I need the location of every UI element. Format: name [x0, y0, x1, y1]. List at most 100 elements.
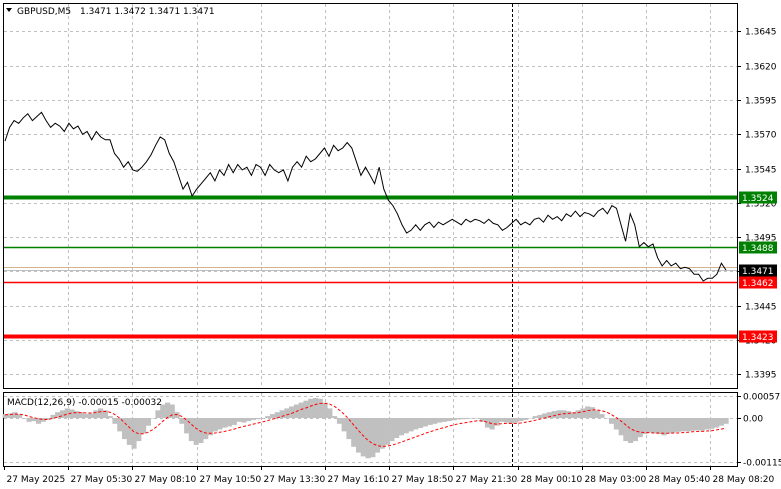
macd-bar — [7, 413, 13, 418]
macd-bar — [723, 418, 729, 424]
macd-bar — [642, 418, 648, 435]
time-tick-label: 27 May 08:10 — [135, 475, 197, 485]
macd-bar — [394, 418, 400, 438]
macd-bar — [107, 416, 113, 418]
macd-bar — [470, 418, 476, 419]
macd-bar — [260, 418, 266, 419]
macd-axis: 0.00057 0.00 -0.00115 — [737, 393, 781, 469]
macd-bar — [12, 412, 18, 418]
macd-bar — [69, 409, 75, 418]
macd-signal-line — [4, 402, 727, 447]
macd-bar — [690, 418, 696, 431]
level-price-label: 1.3423 — [742, 333, 774, 343]
macd-bar — [102, 410, 108, 418]
macd-bar — [685, 418, 691, 432]
macd-bar — [322, 402, 328, 418]
macd-bar — [117, 418, 123, 432]
macd-bar — [303, 400, 309, 418]
macd-bar — [217, 418, 223, 430]
macd-bar — [64, 408, 70, 418]
macd-bar — [709, 418, 715, 429]
macd-bar — [570, 412, 576, 418]
macd-bar — [508, 418, 514, 424]
macd-bar — [131, 418, 137, 449]
macd-bar — [585, 406, 591, 418]
macd-bar — [718, 418, 724, 426]
price-line — [4, 111, 727, 282]
symbol-label: GBPUSD,M5 — [17, 7, 71, 17]
macd-bar — [714, 418, 720, 428]
macd-bar — [465, 418, 471, 419]
macd-bar — [527, 418, 533, 419]
level-price-label: 1.3524 — [742, 194, 774, 204]
macd-bar — [193, 418, 199, 445]
macd-bar — [422, 418, 428, 427]
macd-bar — [441, 418, 447, 422]
macd-bar — [155, 410, 161, 418]
macd-bar — [79, 412, 85, 418]
macd-bar — [389, 418, 395, 442]
time-tick-label: 27 May 05:30 — [71, 475, 133, 485]
macd-bar — [656, 418, 662, 435]
price-series — [4, 111, 727, 282]
macd-bar — [308, 398, 314, 418]
macd-bar — [671, 418, 677, 433]
macd-bar — [542, 413, 548, 418]
macd-bar — [160, 404, 166, 418]
macd-bar — [499, 418, 505, 422]
macd-bar — [313, 398, 319, 418]
macd-bar — [174, 412, 180, 418]
macd-bar — [427, 418, 433, 425]
macd-bar — [126, 418, 132, 445]
macd-tick-label: 0.00 — [743, 415, 763, 425]
macd-bar — [2, 414, 8, 418]
macd-bar — [413, 418, 419, 430]
price-tick-label: 1.3395 — [745, 371, 777, 381]
macd-bar — [523, 418, 529, 420]
time-tick-label: 27 May 18:50 — [392, 475, 454, 485]
price-tick-label: 1.3645 — [745, 28, 777, 38]
time-tick-label: 27 May 16:10 — [328, 475, 390, 485]
macd-bar — [360, 418, 366, 457]
macd-bar — [475, 418, 481, 419]
macd-bar — [351, 418, 357, 447]
macd-bar — [599, 414, 605, 418]
macd-series — [2, 398, 729, 459]
macd-bar — [456, 418, 462, 420]
macd-bar — [652, 418, 658, 434]
price-tick-label: 1.3445 — [745, 303, 777, 313]
current-price-badge — [739, 264, 777, 277]
macd-bar — [279, 410, 285, 418]
macd-bar — [695, 418, 701, 431]
level-price-label: 1.3488 — [742, 244, 774, 254]
price-tick-label: 1.3545 — [745, 166, 777, 176]
macd-tick-label: -0.00115 — [743, 459, 781, 469]
time-tick-label: 27 May 21:30 — [456, 475, 518, 485]
macd-bar — [169, 404, 175, 418]
macd-bar — [575, 410, 581, 418]
triangle-down-icon[interactable] — [6, 8, 12, 12]
time-axis: 27 May 2025 27 May 05:30 27 May 08:10 27 Ma… — [4, 466, 774, 485]
macd-bar — [365, 418, 371, 459]
macd-bar — [384, 418, 390, 445]
macd-bar — [122, 418, 128, 440]
macd-bar — [184, 418, 190, 434]
macd-bar — [537, 414, 543, 418]
macd-bar — [231, 418, 237, 425]
price-tick-label: 1.3520 — [745, 200, 777, 210]
macd-bar — [31, 418, 37, 422]
macd-bar — [566, 411, 572, 418]
macd-bar — [613, 418, 619, 430]
macd-bar — [628, 418, 634, 443]
macd-bar — [632, 418, 638, 442]
time-tick-label: 28 May 00:10 — [521, 475, 583, 485]
macd-bar — [451, 418, 457, 421]
macd-bar — [198, 418, 204, 443]
macd-bar — [666, 418, 672, 434]
macd-bar — [16, 414, 22, 418]
macd-bar — [379, 418, 385, 449]
macd-bar — [45, 418, 51, 420]
macd-bar — [484, 418, 490, 428]
macd-bar — [398, 418, 404, 436]
